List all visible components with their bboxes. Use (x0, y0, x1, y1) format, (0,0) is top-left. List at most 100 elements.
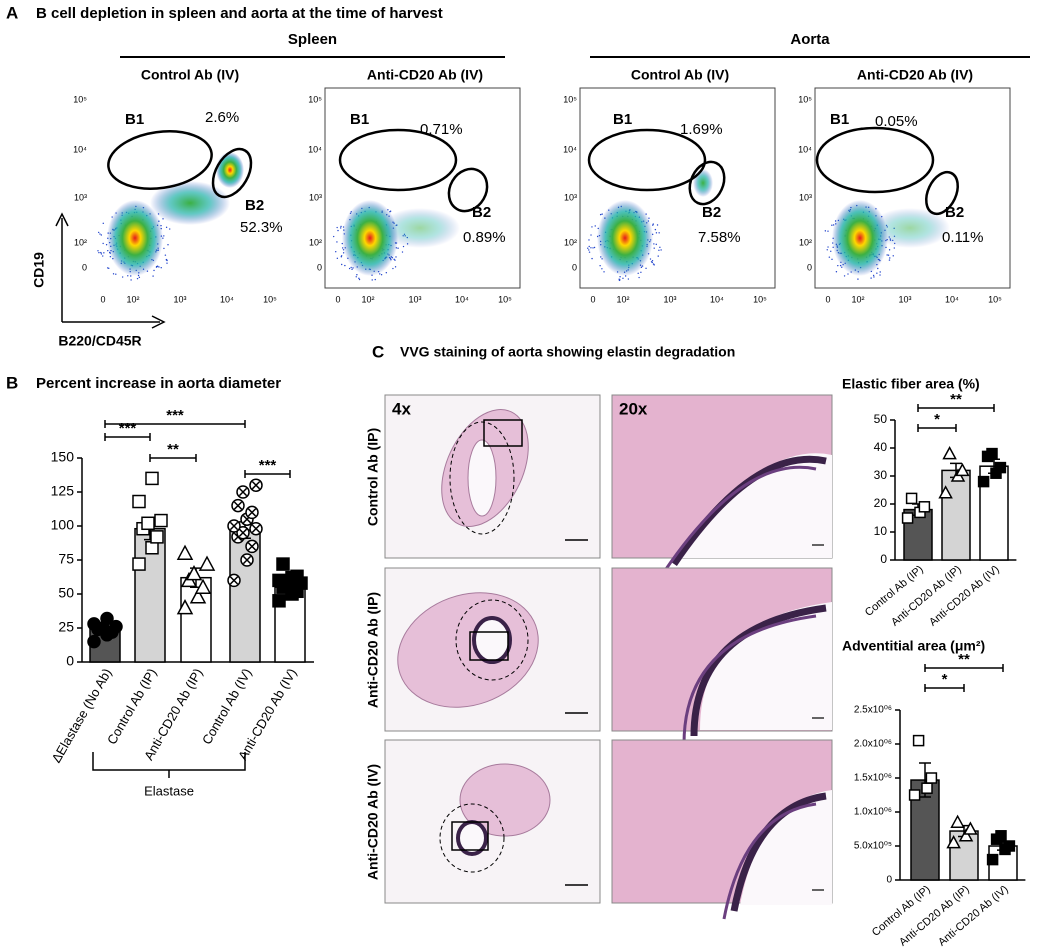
zoom-box (451, 821, 489, 851)
x-tick-label: Anti-CD20 Ab (IP) (897, 883, 972, 948)
event-dot (130, 279, 132, 281)
dashed-outline (439, 803, 505, 873)
event-dot (163, 235, 165, 237)
event-dot (656, 224, 659, 226)
event-dot (627, 278, 630, 280)
panel-title: B cell depletion in spleen and aorta at … (36, 5, 443, 22)
event-dot (827, 230, 829, 232)
event-dot (152, 275, 154, 277)
density-blob (870, 208, 950, 248)
x-tick-label: 10⁴ (455, 294, 469, 304)
zoom-box (469, 631, 509, 661)
x-tick-label: 0 (335, 294, 340, 304)
event-dot (355, 276, 357, 278)
event-dot (358, 277, 360, 279)
event-dot (127, 275, 129, 277)
density-blob (342, 200, 398, 276)
row-label: Anti-CD20 Ab (IV) (365, 764, 381, 880)
event-dot (335, 250, 337, 253)
y-tick-label: 0 (886, 875, 892, 886)
event-dot (601, 213, 603, 215)
event-dot (831, 224, 833, 226)
y-tick-label: 1.0x10⁰⁶ (854, 807, 892, 818)
event-dot (374, 278, 376, 281)
data-point (227, 519, 241, 533)
event-dot (115, 273, 117, 275)
gate (211, 147, 253, 199)
event-dot (167, 244, 169, 246)
event-dot (160, 267, 162, 269)
event-dot (100, 251, 102, 254)
gate-percent: 0.05% (875, 113, 918, 130)
event-dot (97, 250, 99, 252)
event-dot (653, 247, 655, 249)
panel-title: VVG staining of aorta showing elastin de… (400, 344, 735, 360)
event-dot (105, 244, 108, 246)
density-blob (380, 208, 460, 248)
plot-label: Anti-CD20 Ab (IV) (857, 67, 973, 83)
event-dot (99, 233, 101, 235)
data-point (925, 772, 938, 784)
x-tick-label: 0 (825, 294, 830, 304)
axis-label: B220/CD45R (58, 333, 141, 349)
lumen (472, 616, 512, 664)
plot-label: Control Ab (IV) (631, 67, 729, 83)
event-dot (653, 264, 655, 266)
tissue (459, 763, 551, 837)
gate-name: B1 (125, 111, 144, 128)
event-dot (645, 267, 647, 270)
data-point (227, 573, 241, 588)
gate-name: B2 (702, 204, 721, 221)
y-tick-label: 50 (874, 412, 888, 426)
data-point (918, 501, 931, 513)
y-tick-label: 10² (564, 237, 577, 247)
data-point (950, 814, 965, 828)
data-point (955, 462, 970, 477)
y-tick-label: 10⁵ (563, 94, 577, 104)
data-point (141, 516, 155, 531)
axis-label: CD19 (31, 252, 47, 288)
event-dot (401, 251, 404, 253)
event-dot (619, 276, 621, 278)
row-label: Control Ab (IP) (365, 428, 381, 526)
data-point (189, 588, 207, 604)
event-dot (332, 235, 335, 238)
event-dot (877, 267, 879, 270)
data-point (1003, 840, 1016, 852)
data-point (921, 782, 933, 794)
event-dot (169, 228, 171, 230)
event-dot (870, 277, 872, 279)
event-dot (618, 279, 621, 282)
y-tick-label: 1.5x10⁰⁶ (854, 773, 892, 784)
y-tick-label: 20 (874, 496, 888, 510)
gate-percent: 0.71% (420, 121, 463, 138)
event-dot (658, 232, 660, 234)
data-point (198, 555, 216, 571)
x-tick-label: 10³ (408, 294, 421, 304)
y-tick-label: 30 (874, 468, 888, 482)
data-point (249, 521, 263, 536)
event-dot (102, 242, 104, 245)
event-dot (356, 274, 358, 276)
data-point (986, 447, 998, 460)
y-tick-label: 0 (807, 262, 812, 272)
event-dot (591, 257, 593, 260)
event-dot (879, 274, 881, 276)
data-point (249, 478, 263, 492)
group-label: Spleen (288, 31, 337, 48)
gate-name: B1 (350, 111, 369, 128)
panel-letter: A (6, 3, 18, 22)
x-tick-label: 10⁴ (220, 294, 234, 304)
x-tick-label: 0 (100, 294, 105, 304)
event-dot (336, 226, 338, 229)
event-dot (603, 271, 605, 273)
gate-name: B1 (613, 111, 632, 128)
gate (447, 167, 489, 213)
event-dot (592, 247, 594, 249)
event-dot (588, 249, 590, 251)
plot-label: Control Ab (IV) (141, 67, 239, 83)
event-dot (655, 232, 658, 234)
density-blob (150, 181, 230, 225)
event-dot (652, 224, 654, 226)
event-dot (893, 247, 895, 249)
